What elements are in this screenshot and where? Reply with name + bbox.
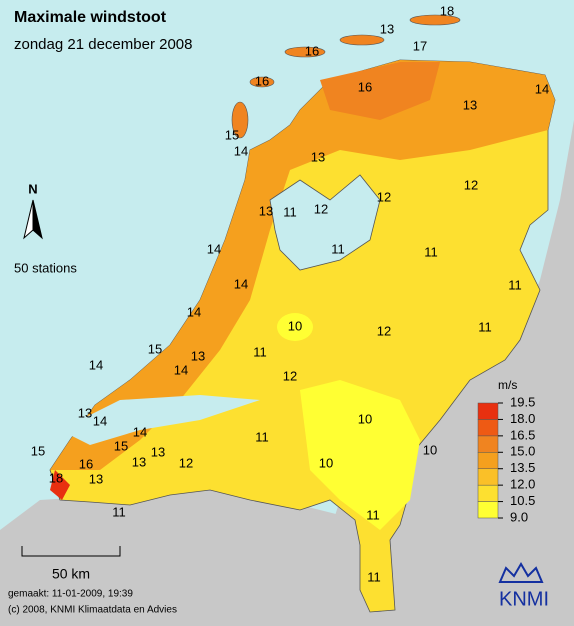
- station-value: 12: [377, 189, 391, 204]
- station-value: 14: [535, 81, 549, 96]
- station-value: 13: [311, 149, 325, 164]
- station-value: 10: [423, 442, 437, 457]
- legend-swatch: [477, 419, 499, 437]
- legend-swatch: [477, 484, 499, 502]
- legend-unit: m/s: [498, 378, 517, 392]
- station-value: 11: [478, 319, 492, 334]
- station-value: 12: [314, 201, 328, 216]
- legend-tick-label: 16.5: [510, 427, 535, 442]
- station-value: 11: [367, 569, 381, 584]
- belgium: [0, 485, 380, 626]
- station-value: 12: [179, 455, 193, 470]
- station-value: 13: [259, 203, 273, 218]
- station-value: 11: [255, 429, 269, 444]
- station-value: 14: [133, 424, 147, 439]
- zone-14: [50, 60, 555, 470]
- estuary: [60, 395, 260, 445]
- station-value: 12: [283, 368, 297, 383]
- scale-bar: [21, 546, 121, 557]
- island: [249, 76, 275, 88]
- station-value: 10: [319, 455, 333, 470]
- zone-18: [50, 470, 70, 500]
- legend-swatch: [477, 468, 499, 486]
- station-value: 14: [174, 362, 188, 377]
- legend-swatch: [477, 402, 499, 420]
- zone-10: [277, 313, 313, 341]
- station-value: 13: [191, 348, 205, 363]
- station-value: 16: [305, 43, 319, 58]
- station-value: 11: [508, 277, 522, 292]
- station-value: 16: [79, 456, 93, 471]
- station-value: 14: [234, 143, 248, 158]
- station-value: 15: [31, 443, 45, 458]
- station-value: 11: [253, 344, 267, 359]
- legend-tick-label: 10.5: [510, 493, 535, 508]
- station-value: 13: [380, 21, 394, 36]
- station-value: 11: [331, 241, 345, 256]
- station-value: 13: [78, 405, 92, 420]
- legend-tick-label: 15.0: [510, 444, 535, 459]
- legend-tick-label: 19.5: [510, 394, 535, 409]
- station-value: 18: [49, 470, 63, 485]
- station-value: 15: [225, 127, 239, 142]
- station-value: 17: [413, 38, 427, 53]
- station-value: 18: [440, 3, 454, 18]
- station-value: 13: [89, 471, 103, 486]
- station-value: 15: [148, 341, 162, 356]
- station-value: 16: [358, 79, 372, 94]
- island: [339, 34, 385, 46]
- zone-16: [320, 62, 440, 120]
- station-value: 14: [89, 357, 103, 372]
- station-value: 13: [151, 444, 165, 459]
- ijsselmeer: [269, 174, 381, 271]
- station-value: 10: [358, 411, 372, 426]
- stations-count: 50 stations: [14, 260, 77, 275]
- legend-swatch: [477, 452, 499, 469]
- station-value: 12: [464, 177, 478, 192]
- footer-made: gemaakt: 11-01-2009, 19:39: [8, 589, 133, 600]
- scale-label: 50 km: [52, 566, 90, 582]
- station-value: 11: [366, 507, 380, 522]
- station-value: 10: [288, 318, 302, 333]
- legend-swatch: [477, 435, 499, 453]
- station-value: 11: [283, 204, 297, 219]
- legend-swatch: [477, 501, 499, 519]
- island: [409, 14, 461, 26]
- north-label: N: [28, 181, 37, 196]
- subtitle: zondag 21 december 2008: [14, 36, 192, 53]
- station-value: 11: [112, 504, 126, 519]
- station-value: 15: [114, 438, 128, 453]
- title: Maximale windstoot: [14, 9, 167, 26]
- station-value: 11: [424, 244, 438, 259]
- logo-crown: [498, 562, 544, 583]
- island: [284, 46, 326, 58]
- station-value: 13: [132, 454, 146, 469]
- station-value: 12: [377, 323, 391, 338]
- island: [231, 101, 249, 139]
- station-value: 14: [234, 276, 248, 291]
- footer-copyright: (c) 2008, KNMI Klimaatdata en Advies: [8, 605, 177, 616]
- legend-tick-label: 12.0: [510, 477, 535, 492]
- legend-tick-label: 18.0: [510, 411, 535, 426]
- station-value: 14: [93, 413, 107, 428]
- zone-10: [300, 380, 420, 530]
- station-value: 13: [463, 97, 477, 112]
- legend-tick-label: 13.5: [510, 460, 535, 475]
- station-value: 14: [207, 241, 221, 256]
- legend-tick-label: 9.0: [510, 509, 528, 524]
- logo: KNMI: [499, 588, 549, 610]
- station-value: 16: [255, 73, 269, 88]
- north-arrow: [32, 199, 43, 240]
- station-value: 14: [187, 304, 201, 319]
